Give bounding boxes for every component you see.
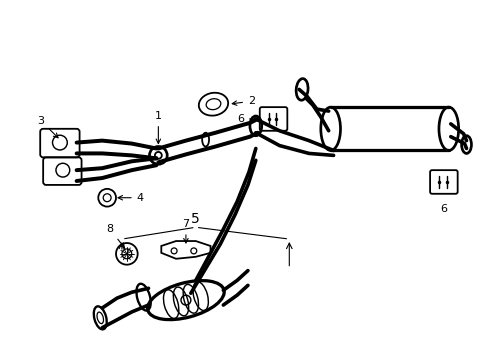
Text: 6: 6 xyxy=(440,204,447,213)
Text: 7: 7 xyxy=(182,219,189,243)
Text: 2: 2 xyxy=(232,96,255,106)
Text: 4: 4 xyxy=(118,193,143,203)
Text: 8: 8 xyxy=(106,224,124,248)
Text: 3: 3 xyxy=(38,116,58,138)
Text: 5: 5 xyxy=(191,212,200,226)
Text: 1: 1 xyxy=(155,111,162,144)
Ellipse shape xyxy=(155,152,162,159)
Text: 6: 6 xyxy=(237,114,256,124)
